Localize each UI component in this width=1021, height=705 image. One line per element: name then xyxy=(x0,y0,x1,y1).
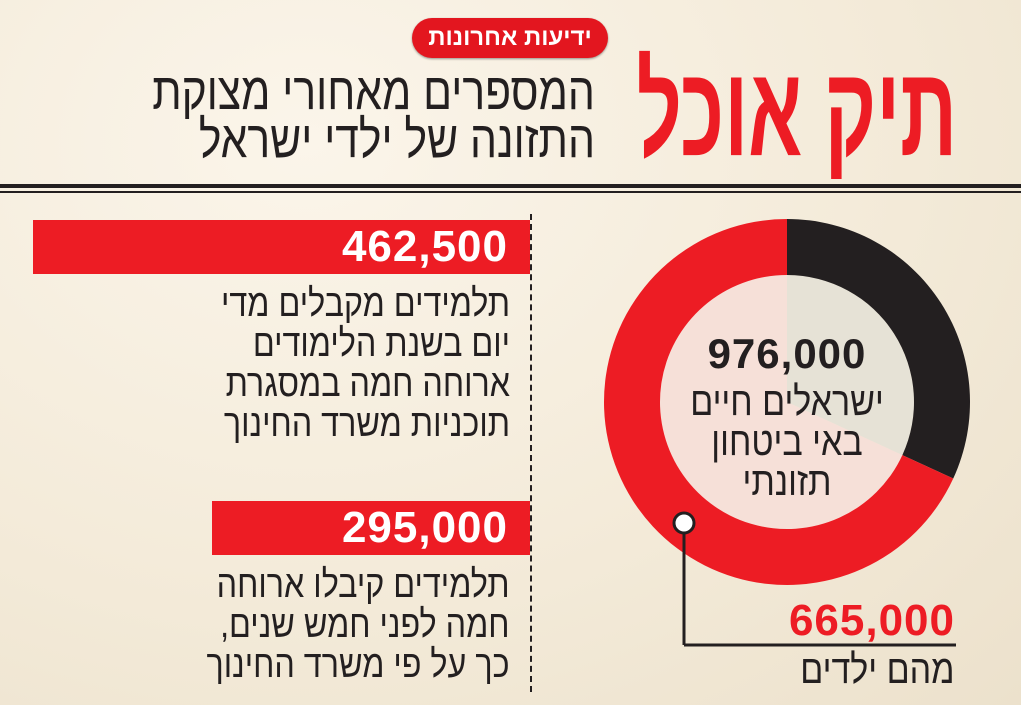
fact-text: תלמידים קיבלו ארוחה חמה לפני חמש שנים, כ… xyxy=(207,565,510,685)
fact-number-bar: 462,500 xyxy=(33,220,530,274)
callout-number: 665,000 xyxy=(788,596,955,645)
donut-inner-adults xyxy=(787,275,914,456)
fact-number-bar: 295,000 xyxy=(212,501,530,555)
fact-line: יום בשנת הלימודים xyxy=(252,323,510,365)
publisher-logo: ידיעות אחרונות xyxy=(412,18,608,58)
donut-slice-children xyxy=(604,219,954,585)
fact-text: תלמידים מקבלים מדי יום בשנת הלימודים ארו… xyxy=(221,284,510,444)
fact-line: תוכניות משרד החינוך xyxy=(223,403,510,445)
fact-line: תלמידים מקבלים מדי xyxy=(220,283,510,325)
center-line: באי ביטחון xyxy=(711,420,863,464)
fact-line: כך על פי משרד החינוך xyxy=(206,644,510,686)
center-label: ישראלים חיים באי ביטחון תזונתי xyxy=(679,382,895,502)
total-value: 976,000 xyxy=(707,330,867,377)
fact-line: חמה לפני חמש שנים, xyxy=(220,604,510,646)
subtitle: המספרים מאחורי מצוקת התזונה של ילדי ישרא… xyxy=(152,63,595,169)
divider xyxy=(0,184,1021,188)
donut-inner-children xyxy=(660,275,903,529)
subtitle-line: התזונה של ילדי ישראל xyxy=(198,111,595,169)
page-title: תיק אוכל xyxy=(636,40,957,183)
donut-slice-adults xyxy=(787,219,970,479)
divider xyxy=(0,191,1021,193)
fact-line: תלמידים קיבלו ארוחה xyxy=(217,564,510,606)
center-line: ישראלים חיים xyxy=(690,380,884,424)
fact-line: ארוחה חמה במסגרת xyxy=(225,363,510,405)
callout-dot xyxy=(672,511,696,535)
subtitle-line: המספרים מאחורי מצוקת xyxy=(152,63,595,121)
callout-label: מהם ילדים xyxy=(800,648,955,692)
dashed-divider xyxy=(530,214,532,692)
center-line: תזונתי xyxy=(742,460,832,504)
